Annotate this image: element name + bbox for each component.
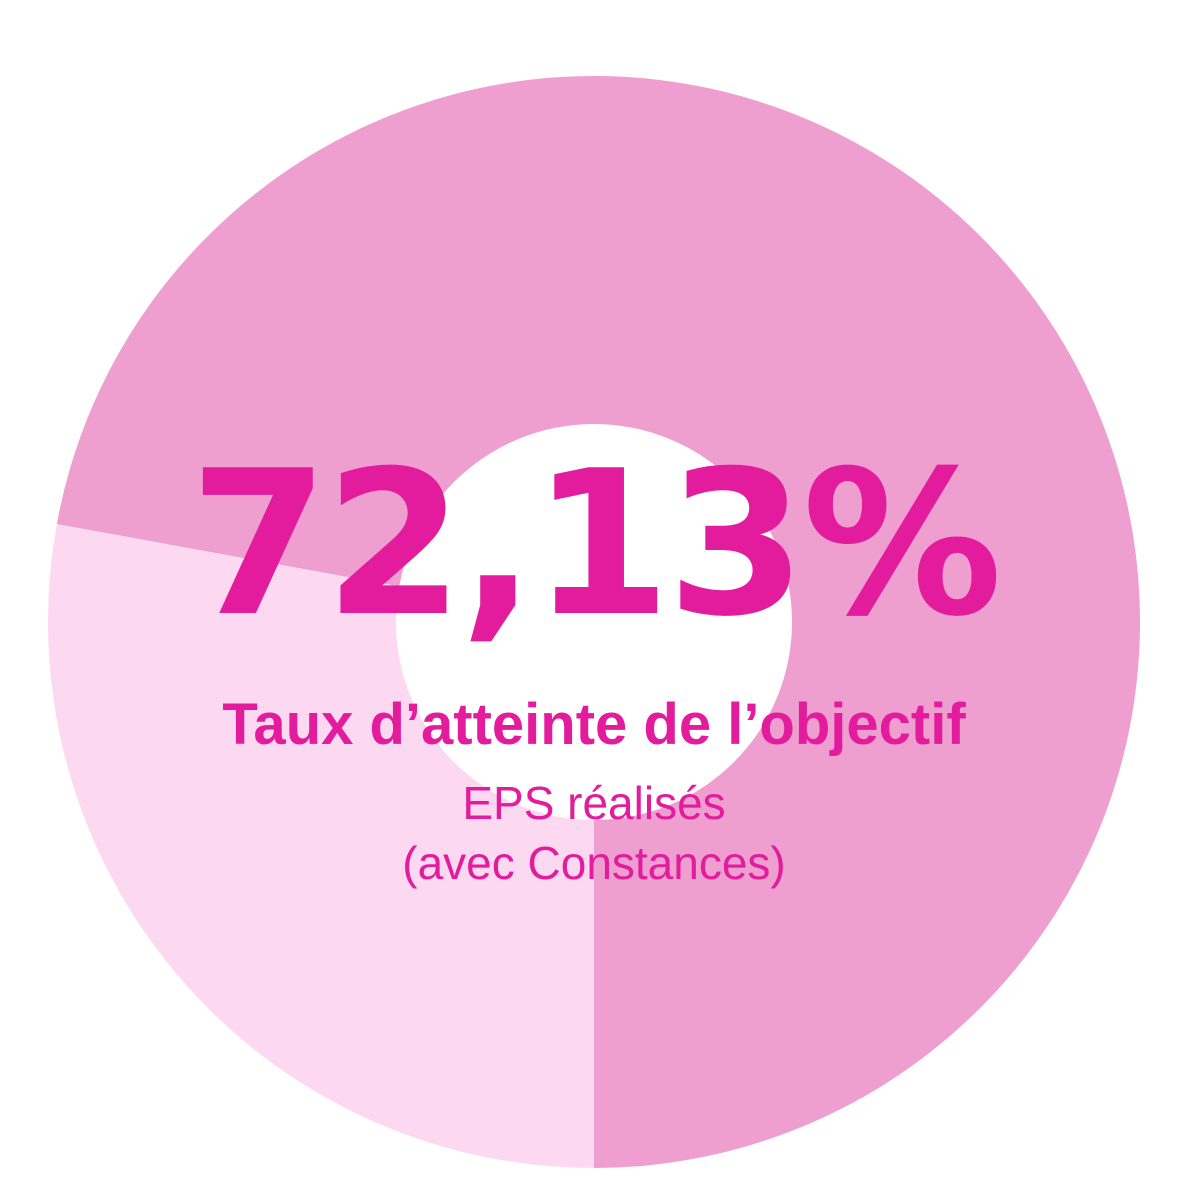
- constances-label: (avec Constances): [402, 837, 786, 889]
- eps-label: EPS réalisés: [462, 777, 726, 829]
- achievement-label: Taux d’atteinte de l’objectif: [222, 692, 966, 757]
- achievement-percentage: 72,13%: [189, 428, 1002, 661]
- donut-hole: [396, 424, 792, 820]
